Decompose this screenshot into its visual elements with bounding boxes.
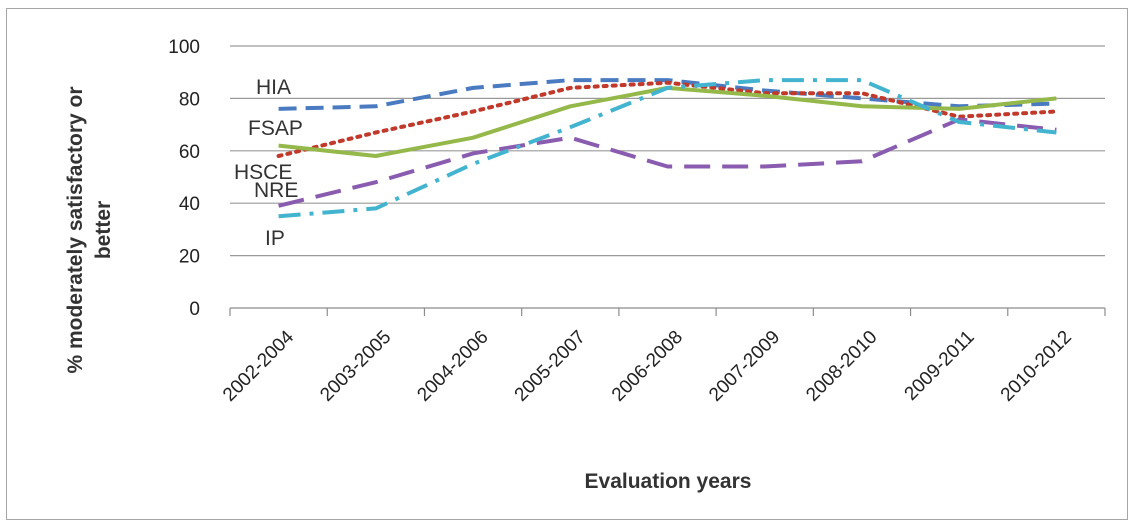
series-line-ip [278,78,1057,219]
series-line-hia [278,78,1057,111]
grid-lines [229,45,1106,316]
y-axis-title: % moderately satisfactory or better [64,86,115,373]
y-tick-label: 20 [179,247,200,268]
y-tick-label: 0 [189,299,200,320]
series-lines [276,78,1059,219]
y-tick-label: 60 [179,142,200,163]
y-tick-label: 40 [179,194,200,215]
series-label-hsce: HSCE [234,161,292,184]
x-tick-label: 2004-2006 [413,327,492,406]
x-tick-labels: 2002-2004 2003-2005 2004-2006 2005-2007 2006… [219,326,1076,405]
series-label-hia: HIA [256,76,291,99]
x-tick-label: 2002-2004 [219,326,298,405]
series-line-nre [278,117,1057,208]
x-axis-title: Evaluation years [585,470,752,493]
series-label-fsap: FSAP [248,117,303,140]
y-tick-label: 100 [168,37,200,58]
x-tick-label: 2009-2011 [901,327,979,405]
x-tick-label: 2008-2010 [802,327,881,406]
series-line-fsap [276,80,1059,158]
y-tick-labels: 0 20 40 60 80 100 [168,37,200,320]
x-tick-label: 2010-2012 [997,327,1076,406]
x-tick-label: 2007-2009 [705,327,784,406]
chart-frame [6,8,1128,520]
x-tick-label: 2005-2007 [511,327,590,406]
series-label-nre: NRE [254,179,298,202]
x-tick-label: 2003-2005 [316,327,395,406]
series-label-ip: IP [265,227,285,250]
y-tick-label: 80 [179,89,200,110]
x-tick-label: 2006-2008 [608,327,687,406]
